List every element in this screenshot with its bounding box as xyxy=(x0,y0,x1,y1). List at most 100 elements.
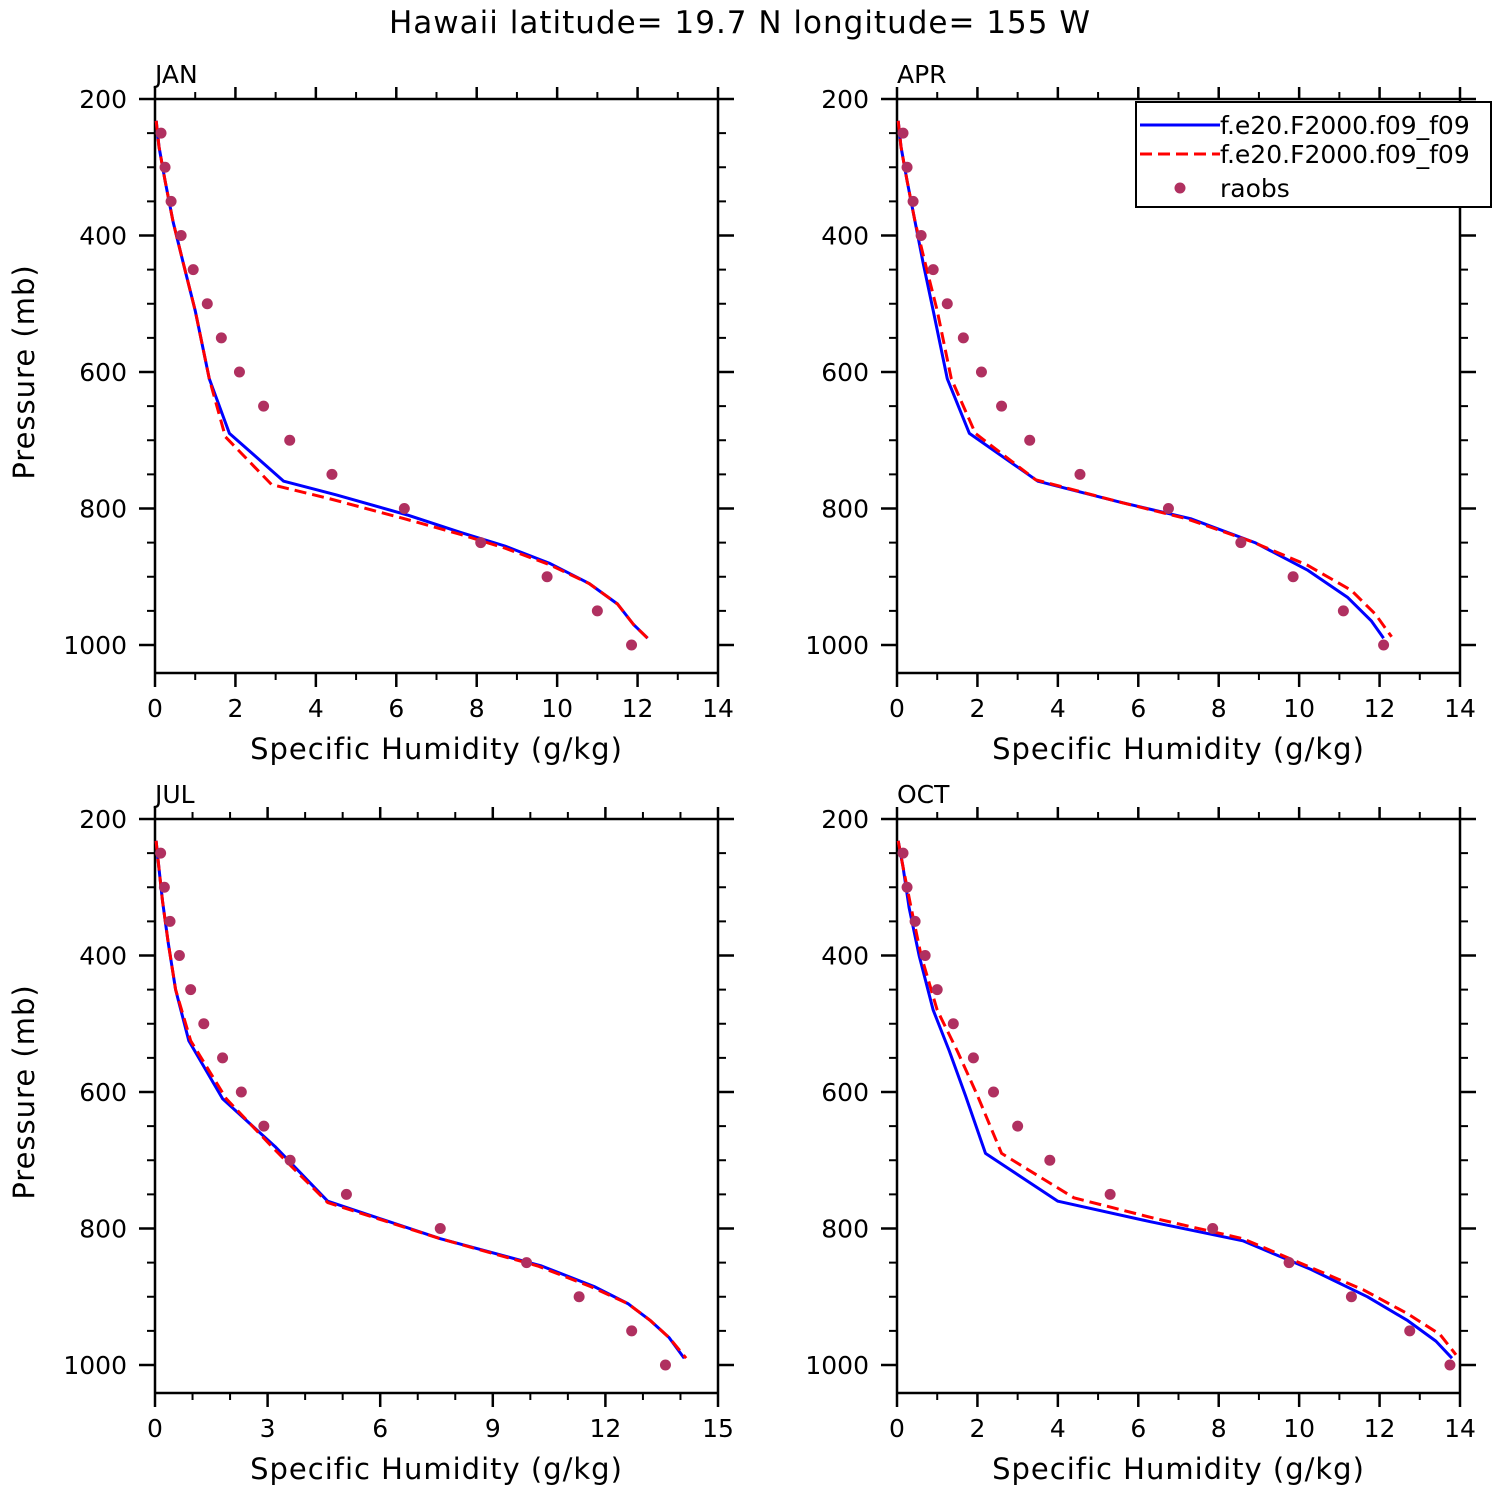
x-tick-label: 12 xyxy=(622,694,654,723)
raobs-point xyxy=(591,605,603,617)
x-tick-label: 14 xyxy=(1444,694,1476,723)
y-tick-label: 600 xyxy=(821,358,869,387)
raobs-point xyxy=(1024,434,1036,446)
x-tick-label: 8 xyxy=(1211,694,1227,723)
y-tick-label: 1000 xyxy=(63,1351,127,1380)
chart-panel-oct: OCT 200 400 600 800 1000 0 2 4 6 8 10 12 14 Specific H… xyxy=(805,780,1476,1486)
x-tick-label: 0 xyxy=(889,1414,905,1443)
y-tick-label: 800 xyxy=(821,1215,869,1244)
x-tick-label: 12 xyxy=(1364,1414,1396,1443)
raobs-point xyxy=(198,1018,210,1030)
y-tick-label: 400 xyxy=(821,942,869,971)
y-tick-label: 600 xyxy=(79,1078,127,1107)
raobs-point xyxy=(258,400,270,412)
x-tick-label: 6 xyxy=(388,694,404,723)
raobs-point xyxy=(340,1188,352,1200)
x-tick-label: 12 xyxy=(1364,694,1396,723)
raobs-point xyxy=(897,847,909,859)
raobs-point xyxy=(941,298,953,310)
raobs-point xyxy=(235,1086,247,1098)
raobs-point xyxy=(573,1291,585,1303)
raobs-points xyxy=(155,127,638,651)
x-axis-label: Specific Humidity (g/kg) xyxy=(250,1452,623,1486)
raobs-point xyxy=(201,298,213,310)
y-tick-label: 800 xyxy=(79,1215,127,1244)
raobs-point xyxy=(1162,503,1174,514)
x-tick-label: 0 xyxy=(147,694,163,723)
y-tick-label: 400 xyxy=(79,942,127,971)
chart-panel-apr: APR 200 400 600 800 1000 0 2 4 6 8 10 12 14 Specific H… xyxy=(805,60,1476,766)
y-tick-label: 400 xyxy=(821,222,869,251)
raobs-point xyxy=(1345,1291,1357,1303)
raobs-point xyxy=(1044,1154,1056,1166)
raobs-points xyxy=(155,847,671,1371)
raobs-point xyxy=(165,195,177,207)
raobs-point xyxy=(626,1325,638,1337)
raobs-point xyxy=(915,230,927,241)
y-tick-label: 800 xyxy=(821,495,869,524)
raobs-point xyxy=(258,1120,270,1132)
raobs-point xyxy=(931,984,943,996)
legend-label: raobs xyxy=(1220,174,1290,203)
x-tick-label: 15 xyxy=(702,1414,734,1443)
raobs-point xyxy=(1104,1188,1116,1200)
y-tick-label: 1000 xyxy=(805,631,869,660)
raobs-point xyxy=(173,950,185,961)
raobs-point xyxy=(521,1257,533,1269)
raobs-point xyxy=(155,847,167,859)
raobs-points xyxy=(897,847,1456,1371)
raobs-point xyxy=(187,264,199,276)
y-axis-label: Pressure (mb) xyxy=(7,264,41,479)
raobs-point xyxy=(284,434,296,446)
x-tick-label: 2 xyxy=(227,694,243,723)
raobs-point xyxy=(909,915,921,927)
raobs-point xyxy=(901,881,913,893)
panel-label: JUL xyxy=(153,780,195,809)
x-tick-label: 8 xyxy=(1211,1414,1227,1443)
x-axis-label: Specific Humidity (g/kg) xyxy=(992,732,1365,766)
raobs-point xyxy=(185,984,197,996)
x-tick-label: 10 xyxy=(541,694,573,723)
x-tick-label: 0 xyxy=(889,694,905,723)
y-tick-label: 600 xyxy=(821,1078,869,1107)
y-axis-label: Pressure (mb) xyxy=(7,984,41,1199)
x-tick-label: 2 xyxy=(969,694,985,723)
raobs-point xyxy=(1337,605,1349,617)
x-tick-label: 10 xyxy=(1283,1414,1315,1443)
y-tick-label: 600 xyxy=(79,358,127,387)
y-tick-label: 200 xyxy=(79,805,127,834)
x-tick-label: 14 xyxy=(1444,1414,1476,1443)
raobs-point xyxy=(1012,1120,1024,1132)
raobs-point xyxy=(155,127,167,139)
raobs-point xyxy=(284,1154,296,1166)
raobs-point xyxy=(996,400,1008,412)
raobs-point xyxy=(1404,1325,1416,1337)
legend-item: f.e20.F2000.f09_f09 xyxy=(1140,140,1470,169)
x-tick-label: 6 xyxy=(372,1414,388,1443)
raobs-point xyxy=(217,1052,229,1064)
raobs-point xyxy=(475,537,487,549)
y-tick-label: 400 xyxy=(79,222,127,251)
raobs-point xyxy=(947,1018,959,1030)
raobs-point xyxy=(1235,537,1247,549)
x-axis-label: Specific Humidity (g/kg) xyxy=(250,732,623,766)
raobs-point xyxy=(907,195,919,207)
legend: f.e20.F2000.f09_f09f.e20.F2000.f09_f09ra… xyxy=(1135,101,1492,208)
x-tick-label: 2 xyxy=(969,1414,985,1443)
raobs-point xyxy=(901,161,913,173)
raobs-point xyxy=(541,571,553,583)
legend-item: f.e20.F2000.f09_f09 xyxy=(1140,111,1470,140)
raobs-point xyxy=(919,950,931,961)
raobs-point xyxy=(1287,571,1299,583)
raobs-point xyxy=(158,881,170,893)
raobs-point xyxy=(1378,639,1390,651)
y-tick-label: 200 xyxy=(821,805,869,834)
model-series-solid xyxy=(896,840,1454,1360)
raobs-point xyxy=(927,264,939,276)
x-tick-label: 12 xyxy=(589,1414,621,1443)
y-tick-label: 800 xyxy=(79,495,127,524)
raobs-point xyxy=(659,1359,671,1371)
legend-marker-dot xyxy=(1174,182,1186,194)
panel-label: OCT xyxy=(897,780,950,809)
